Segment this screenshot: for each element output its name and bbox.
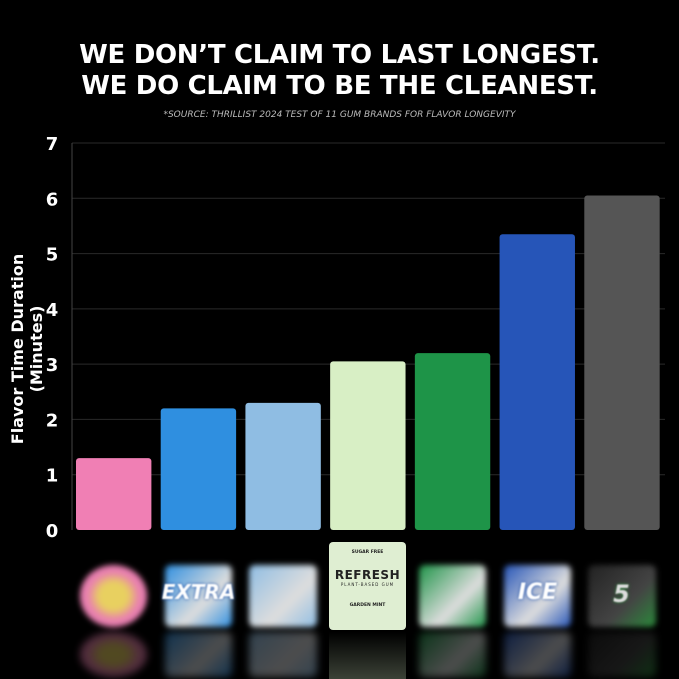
y-tick-label: 6 <box>46 189 59 210</box>
bar <box>76 458 152 530</box>
title-line-2: WE DO CLAIM TO BE THE CLEANEST. <box>81 71 598 101</box>
y-tick-label: 0 <box>46 521 59 542</box>
extra-logo: EXTRA <box>161 580 236 604</box>
bar <box>330 361 406 530</box>
product-image <box>164 565 233 627</box>
product-reflection <box>164 632 233 677</box>
product-image <box>249 565 317 627</box>
pack-brand: REFRESH <box>334 568 401 582</box>
ice-logo: ICE <box>517 580 558 605</box>
refresh-pack-image: SUGAR FREE REFRESH PLANT-BASED GUM GARDE… <box>329 542 406 630</box>
title-line-1: WE DON’T CLAIM TO LAST LONGEST. <box>79 40 600 70</box>
chart-subtitle: *SOURCE: THRILLIST 2024 TEST OF 11 GUM B… <box>163 110 516 120</box>
product-reflection <box>503 632 571 677</box>
y-tick-label: 3 <box>46 355 59 376</box>
bar <box>584 195 660 530</box>
product-image <box>503 565 571 627</box>
pack-flavor: GARDEN MINT <box>349 603 386 608</box>
y-tick-label: 1 <box>46 466 59 487</box>
bar <box>245 402 321 530</box>
product-image <box>80 565 148 627</box>
y-tick-label: 4 <box>46 300 59 321</box>
bar <box>160 408 237 530</box>
product-reflection <box>249 632 317 677</box>
product-reflection <box>588 632 656 677</box>
y-tick-label: 5 <box>46 245 59 266</box>
bar <box>414 353 491 530</box>
pack-tagline: PLANT-BASED GUM <box>340 582 395 587</box>
y-tick-label: 2 <box>46 410 59 431</box>
product-image <box>418 565 487 627</box>
product-reflection <box>80 632 148 677</box>
pack-top-text: SUGAR FREE <box>351 550 384 555</box>
product-image <box>588 565 656 627</box>
five-gum-logo: 5 <box>613 580 630 608</box>
y-tick-label: 7 <box>46 134 59 155</box>
product-reflection <box>418 632 487 677</box>
bar <box>499 234 575 530</box>
chart-title: WE DON’T CLAIM TO LAST LONGEST. WE DO CL… <box>0 40 679 102</box>
refresh-pack-reflection <box>329 632 406 679</box>
